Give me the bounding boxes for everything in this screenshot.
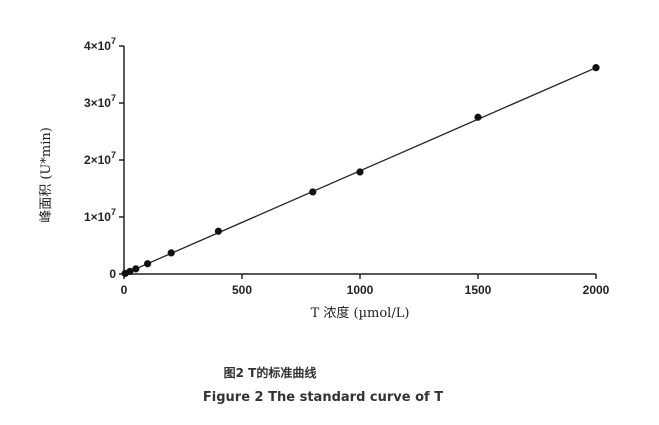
figure-caption-chinese: 图2 T的标准曲线	[223, 366, 317, 380]
data-point	[214, 227, 222, 235]
data-point	[144, 260, 152, 268]
x-tick-label: 2000	[583, 283, 610, 297]
figure-caption-english: Figure 2 The standard curve of T	[202, 390, 444, 405]
data-points	[121, 64, 600, 278]
x-tick-labels: 0 500 1000 1500 2000	[121, 283, 610, 297]
data-point	[167, 249, 175, 257]
x-tick-label: 1000	[347, 283, 374, 297]
y-tick-label: 2×107	[84, 150, 116, 167]
data-point	[474, 113, 482, 121]
y-tick-label: 3×107	[84, 93, 116, 110]
x-axis-title: T 浓度 (µmol/L)	[311, 305, 410, 321]
y-tick-label: 4×107	[84, 36, 116, 53]
y-axis-title: 峰面积 (U*min)	[39, 127, 54, 223]
y-tick-labels: 0 1×107 2×107 3×107 4×107	[84, 36, 116, 281]
y-tick-label: 1×107	[84, 207, 116, 224]
data-point	[132, 265, 140, 273]
data-point	[592, 64, 600, 72]
x-tick-label: 0	[121, 283, 128, 297]
data-point	[126, 267, 134, 276]
axes	[119, 45, 597, 279]
data-point	[356, 168, 364, 176]
standard-curve-chart: 0 1×107 2×107 3×107 4×107 0 500 1000 1500 2000 T…	[39, 36, 610, 321]
data-point	[309, 188, 317, 196]
x-tick-label: 500	[232, 283, 252, 297]
x-tick-label: 1500	[465, 283, 492, 297]
y-tick-label: 0	[109, 267, 116, 281]
